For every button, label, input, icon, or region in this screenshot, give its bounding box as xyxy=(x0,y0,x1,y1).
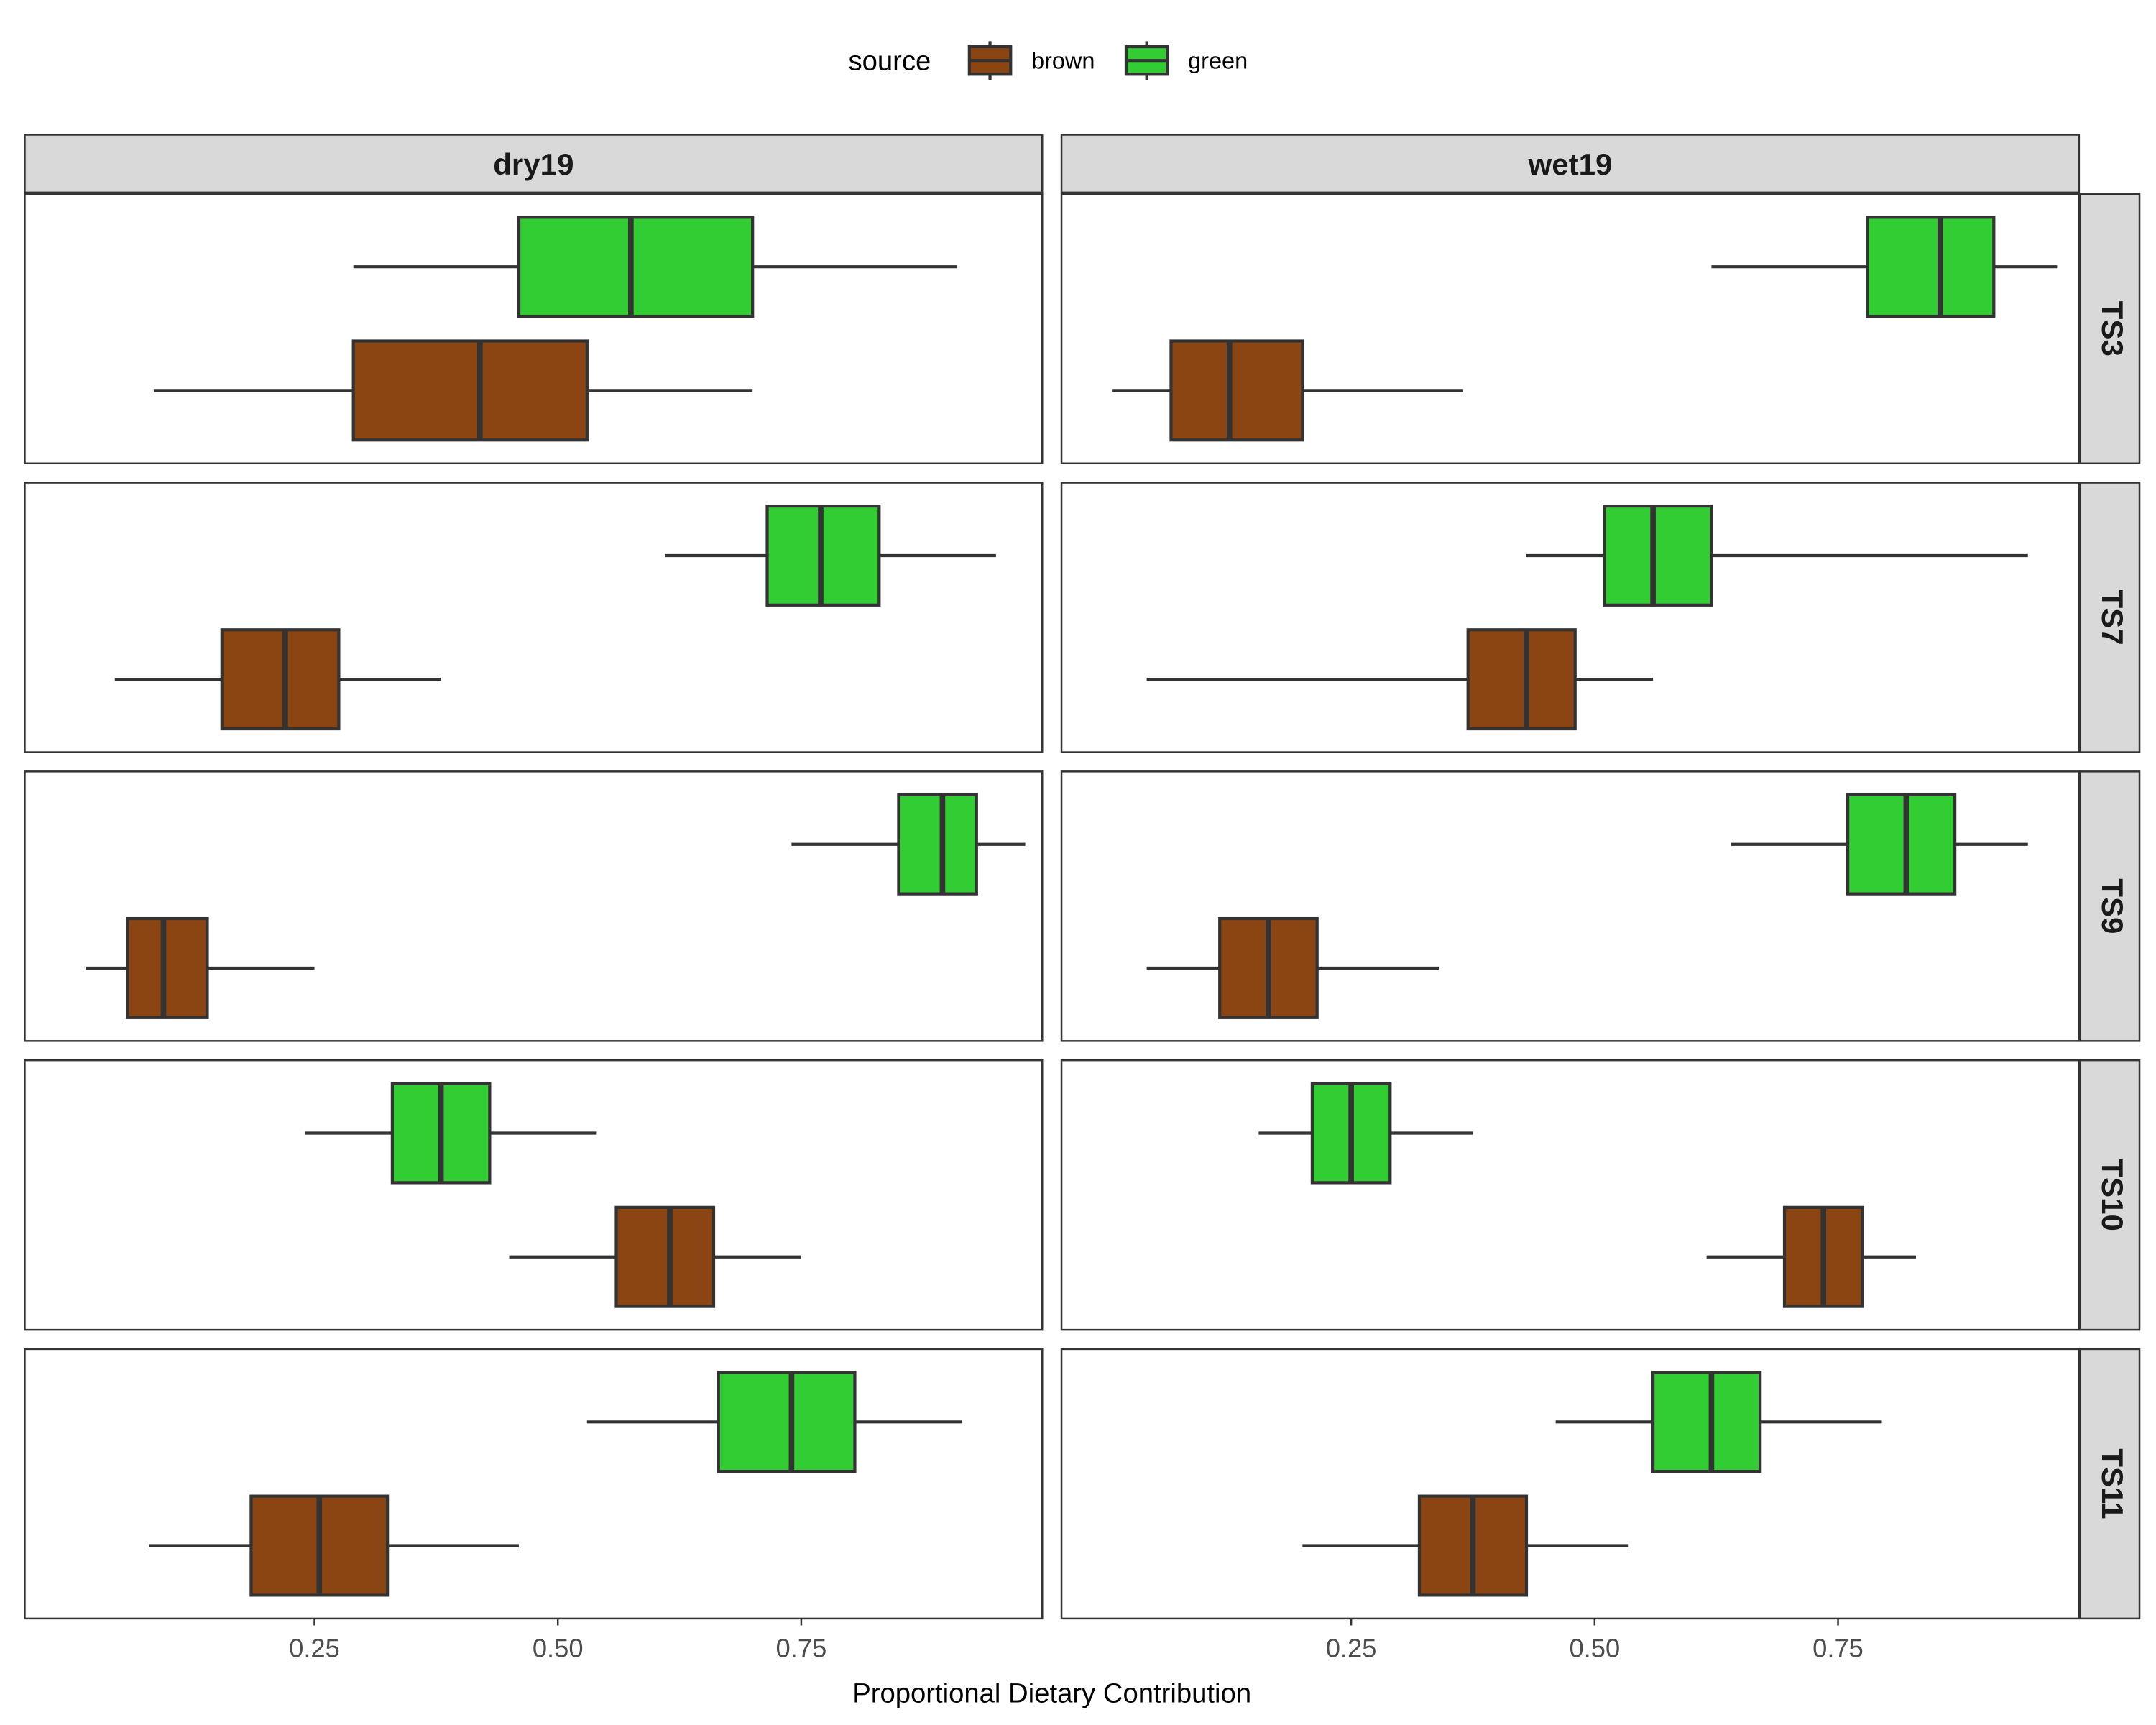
facet-strip-label-TS9: TS9 xyxy=(2096,878,2129,934)
x-tick-label: 0.50 xyxy=(533,1633,584,1662)
x-tick-label: 0.25 xyxy=(289,1633,340,1662)
panel-wet19-TS10 xyxy=(1060,1059,2081,1331)
box-brown-wet19-TS3 xyxy=(1169,339,1304,442)
facet-strip-label-TS3: TS3 xyxy=(2096,301,2129,356)
facet-strip-label-wet19: wet19 xyxy=(1527,147,1612,181)
box-brown-dry19-TS7 xyxy=(220,628,341,731)
panel-dry19-TS10 xyxy=(24,1059,1044,1331)
box-green-wet19-TS7 xyxy=(1603,504,1713,607)
box-green-wet19-TS11 xyxy=(1651,1371,1762,1473)
facet-strip-label-TS7: TS7 xyxy=(2096,589,2129,645)
panel-wet19-TS11 xyxy=(1060,1348,2081,1620)
facet-strip-TS11 xyxy=(2079,1348,2141,1620)
box-brown-dry19-TS3 xyxy=(351,339,589,442)
x-tick-label: 0.50 xyxy=(1569,1633,1620,1662)
box-green-wet19-TS9 xyxy=(1846,793,1957,896)
facet-strip-dry19 xyxy=(24,134,1044,194)
facet-strip-TS10 xyxy=(2079,1059,2141,1331)
legend-label-brown: brown xyxy=(1031,48,1095,74)
box-green-dry19-TS11 xyxy=(717,1371,857,1473)
box-green-dry19-TS3 xyxy=(517,216,755,318)
box-brown-dry19-TS9 xyxy=(126,916,209,1019)
facet-strip-label-dry19: dry19 xyxy=(493,147,573,181)
legend-title: source xyxy=(848,46,931,77)
facet-strip-label-TS10: TS10 xyxy=(2096,1159,2129,1231)
box-green-wet19-TS3 xyxy=(1866,216,1996,318)
x-tick-label: 0.75 xyxy=(776,1633,827,1662)
x-axis-title: Proportional Dietary Contribution xyxy=(852,1678,1251,1709)
facet-strip-label-TS11: TS11 xyxy=(2096,1448,2129,1519)
box-brown-wet19-TS7 xyxy=(1466,628,1577,731)
legend-label-green: green xyxy=(1188,48,1248,74)
box-green-dry19-TS9 xyxy=(897,793,978,896)
facet-strip-wet19 xyxy=(1060,134,2081,194)
box-brown-dry19-TS10 xyxy=(614,1205,716,1308)
facet-strip-TS9 xyxy=(2079,770,2141,1042)
facet-strip-TS7 xyxy=(2079,482,2141,753)
panel-dry19-TS7 xyxy=(24,482,1044,753)
facet-strip-TS3 xyxy=(2079,193,2141,465)
x-tick-label: 0.25 xyxy=(1326,1633,1377,1662)
panel-dry19-TS11 xyxy=(24,1348,1044,1620)
x-tick-label: 0.75 xyxy=(1812,1633,1864,1662)
